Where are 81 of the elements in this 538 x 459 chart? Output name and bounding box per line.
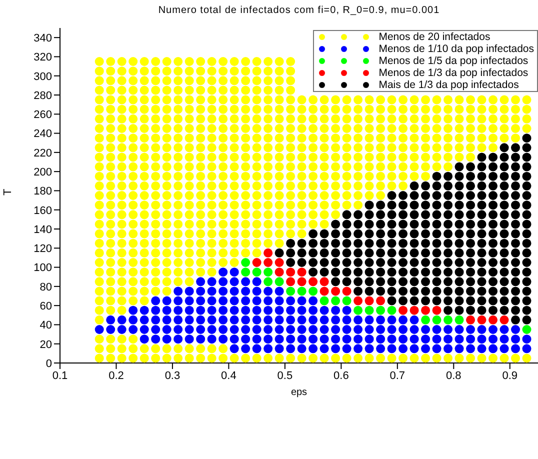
point bbox=[342, 286, 352, 296]
point bbox=[398, 306, 408, 315]
y-tick-label: 300 bbox=[34, 70, 52, 83]
point bbox=[274, 268, 284, 277]
point bbox=[264, 258, 273, 267]
point bbox=[477, 315, 486, 324]
point bbox=[354, 296, 363, 306]
point bbox=[342, 296, 352, 306]
point bbox=[297, 277, 306, 286]
x-tick-label: 0.6 bbox=[334, 370, 349, 382]
point bbox=[252, 258, 262, 267]
chart-title: Numero total de infectados com fi=0, R_0=0.9, mu=0.001 bbox=[157, 5, 441, 16]
point bbox=[421, 315, 430, 324]
y-tick-label: 80 bbox=[40, 281, 52, 294]
legend-label: Menos de 20 infectados bbox=[378, 31, 490, 43]
x-tick-label: 0.4 bbox=[221, 370, 236, 382]
legend-label: Mais de 1/3 da pop infectados bbox=[378, 79, 519, 91]
point bbox=[376, 296, 386, 306]
y-axis-title: T bbox=[2, 188, 14, 196]
y-tick-label: 120 bbox=[34, 243, 52, 256]
legend-label: Menos de 1/5 da pop infectados bbox=[378, 55, 528, 67]
y-tick-label: 320 bbox=[34, 52, 52, 64]
point bbox=[308, 277, 318, 286]
x-axis-title: eps bbox=[290, 387, 308, 398]
point bbox=[286, 286, 296, 296]
point bbox=[264, 248, 273, 258]
point bbox=[286, 268, 296, 277]
x-tick-label: 0.1 bbox=[52, 370, 68, 382]
point bbox=[466, 315, 476, 324]
y-tick-label: 140 bbox=[34, 224, 52, 236]
point bbox=[331, 296, 340, 306]
y-tick-label: 200 bbox=[34, 166, 52, 178]
point bbox=[432, 306, 442, 315]
y-tick-label: 260 bbox=[34, 109, 52, 122]
point bbox=[241, 268, 250, 277]
y-tick-label: 280 bbox=[34, 90, 52, 102]
point bbox=[364, 296, 374, 306]
y-tick-label: 160 bbox=[34, 204, 52, 217]
point bbox=[241, 258, 250, 267]
point bbox=[444, 315, 453, 324]
point bbox=[364, 306, 374, 315]
y-tick-label: 340 bbox=[34, 32, 52, 44]
y-tick-label: 60 bbox=[40, 300, 52, 312]
point bbox=[432, 315, 442, 324]
point bbox=[500, 315, 509, 324]
point bbox=[522, 325, 532, 334]
point bbox=[320, 296, 329, 306]
point bbox=[410, 306, 419, 315]
point bbox=[297, 268, 306, 277]
point bbox=[320, 277, 329, 286]
y-tick-label: 40 bbox=[40, 320, 52, 332]
x-tick-label: 0.8 bbox=[446, 370, 462, 382]
point bbox=[297, 286, 306, 296]
x-tick-label: 0.9 bbox=[502, 370, 518, 382]
point bbox=[488, 315, 498, 324]
x-tick-label: 0.7 bbox=[390, 370, 406, 382]
point bbox=[274, 258, 284, 267]
legend-label: Menos de 1/3 da pop infectados bbox=[378, 67, 528, 79]
y-tick-label: 240 bbox=[34, 128, 52, 140]
y-tick-label: 100 bbox=[34, 262, 52, 274]
y-tick-label: 180 bbox=[34, 186, 52, 198]
y-tick-label: 20 bbox=[40, 338, 52, 351]
point bbox=[387, 306, 396, 315]
point bbox=[454, 315, 464, 324]
point bbox=[274, 277, 284, 286]
point bbox=[331, 286, 340, 296]
x-tick-label: 0.5 bbox=[277, 370, 293, 382]
point bbox=[421, 306, 430, 315]
legend-label: Menos de 1/10 da pop infectados bbox=[378, 43, 534, 55]
point bbox=[376, 306, 386, 315]
point bbox=[264, 277, 273, 286]
point bbox=[264, 268, 273, 277]
point bbox=[354, 306, 363, 315]
point bbox=[252, 268, 262, 277]
y-tick-label: 0 bbox=[46, 358, 52, 370]
point bbox=[286, 277, 296, 286]
x-tick-label: 0.3 bbox=[164, 370, 180, 382]
y-tick-label: 220 bbox=[34, 147, 52, 160]
point bbox=[308, 286, 318, 296]
point bbox=[320, 286, 329, 296]
x-tick-label: 0.2 bbox=[108, 370, 124, 382]
